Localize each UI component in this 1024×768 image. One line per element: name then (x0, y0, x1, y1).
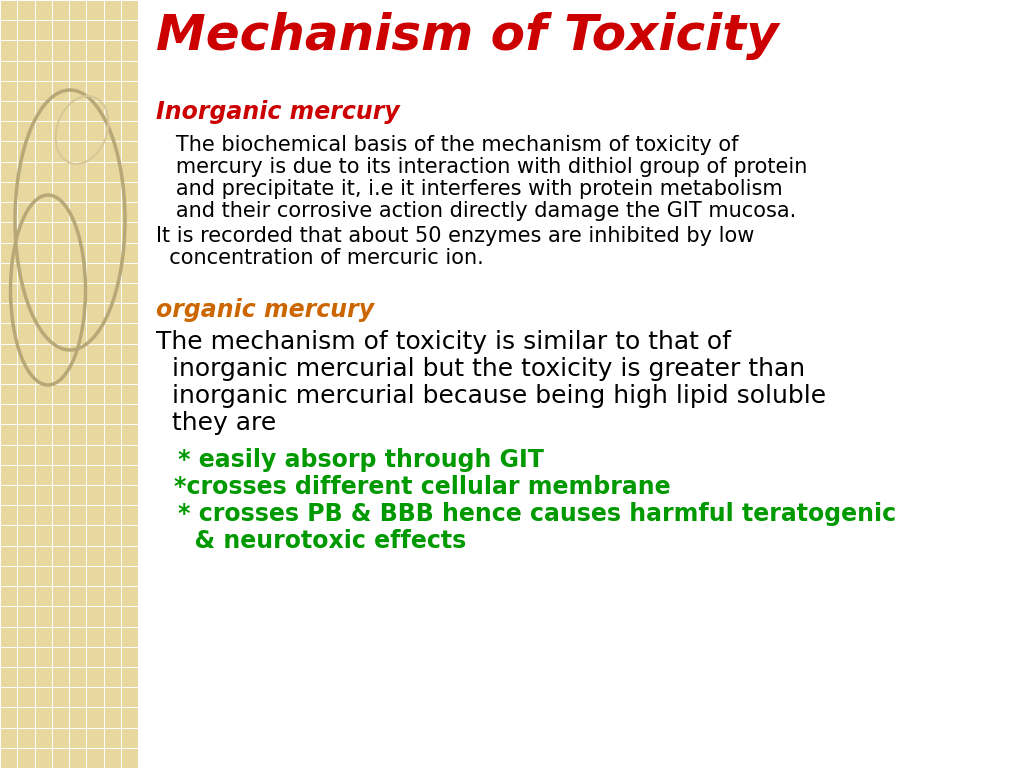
Text: It is recorded that about 50 enzymes are inhibited by low: It is recorded that about 50 enzymes are… (156, 226, 755, 246)
Text: The mechanism of toxicity is similar to that of: The mechanism of toxicity is similar to … (156, 330, 731, 354)
Text: Mechanism of Toxicity: Mechanism of Toxicity (156, 12, 778, 60)
Text: mercury is due to its interaction with dithiol group of protein: mercury is due to its interaction with d… (156, 157, 807, 177)
Text: * crosses PB & BBB hence causes harmful teratogenic: * crosses PB & BBB hence causes harmful … (178, 502, 896, 526)
Text: *crosses different cellular membrane: *crosses different cellular membrane (174, 475, 671, 499)
Text: The biochemical basis of the mechanism of toxicity of: The biochemical basis of the mechanism o… (156, 135, 738, 155)
Text: they are: they are (156, 411, 276, 435)
Text: & neurotoxic effects: & neurotoxic effects (178, 529, 466, 553)
Bar (0, 0, 138, 768)
Text: organic mercury: organic mercury (156, 298, 374, 322)
Text: and precipitate it, i.e it interferes with protein metabolism: and precipitate it, i.e it interferes wi… (156, 179, 782, 199)
Text: and their corrosive action directly damage the GIT mucosa.: and their corrosive action directly dama… (156, 201, 797, 221)
Text: inorganic mercurial because being high lipid soluble: inorganic mercurial because being high l… (156, 384, 826, 408)
Text: inorganic mercurial but the toxicity is greater than: inorganic mercurial but the toxicity is … (156, 357, 805, 381)
Text: * easily absorp through GIT: * easily absorp through GIT (178, 448, 544, 472)
Text: concentration of mercuric ion.: concentration of mercuric ion. (156, 248, 483, 268)
Text: Inorganic mercury: Inorganic mercury (156, 100, 399, 124)
